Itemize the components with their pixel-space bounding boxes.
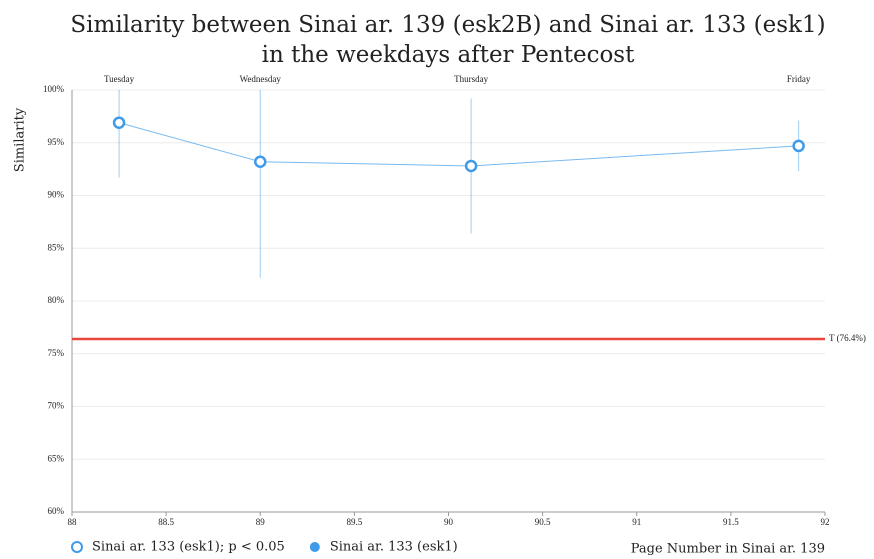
point-label: Tuesday bbox=[104, 74, 135, 84]
y-tick-label: 100% bbox=[43, 84, 65, 94]
chart-title: in the weekdays after Pentecost bbox=[262, 42, 635, 68]
y-tick-label: 65% bbox=[48, 453, 65, 463]
data-point bbox=[254, 155, 267, 168]
x-tick-label: 89.5 bbox=[347, 517, 363, 527]
data-line bbox=[118, 122, 799, 167]
y-axis-label: Similarity bbox=[13, 107, 28, 172]
x-tick-label: 92 bbox=[821, 517, 830, 527]
x-tick-label: 91 bbox=[632, 517, 641, 527]
y-tick-label: 60% bbox=[48, 506, 65, 516]
x-tick-label: 88 bbox=[68, 517, 78, 527]
chart-title: Similarity between Sinai ar. 139 (esk2B)… bbox=[70, 12, 825, 38]
x-tick-label: 89 bbox=[256, 517, 266, 527]
x-tick-label: 91.5 bbox=[723, 517, 739, 527]
y-tick-label: 75% bbox=[48, 348, 65, 358]
legend-label: Sinai ar. 133 (esk1) bbox=[330, 540, 458, 555]
legend-marker bbox=[71, 541, 83, 553]
data-point bbox=[112, 116, 126, 129]
threshold-label: T (76.4%) bbox=[829, 333, 866, 343]
data-point bbox=[792, 139, 805, 153]
y-tick-label: 95% bbox=[48, 137, 65, 147]
point-label: Friday bbox=[787, 74, 811, 84]
point-label: Wednesday bbox=[240, 74, 282, 84]
y-tick-label: 70% bbox=[48, 401, 65, 411]
y-tick-label: 90% bbox=[48, 190, 65, 200]
legend-marker bbox=[309, 542, 320, 552]
x-tick-label: 90.5 bbox=[535, 517, 551, 527]
x-tick-label: 90 bbox=[444, 517, 454, 527]
data-point bbox=[464, 159, 478, 173]
legend-label: Sinai ar. 133 (esk1); p < 0.05 bbox=[92, 540, 285, 555]
x-tick-label: 88.5 bbox=[158, 517, 174, 527]
point-label: Thursday bbox=[454, 74, 488, 84]
y-tick-label: 85% bbox=[48, 242, 65, 252]
y-tick-label: 80% bbox=[48, 295, 65, 305]
x-axis-label: Page Number in Sinai ar. 139 bbox=[631, 542, 825, 557]
